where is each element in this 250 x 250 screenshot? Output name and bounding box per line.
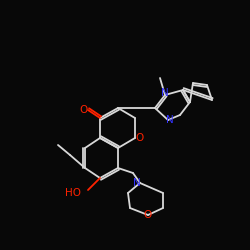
- Text: O: O: [136, 133, 144, 143]
- Text: N: N: [133, 178, 141, 188]
- Text: HO: HO: [65, 188, 81, 198]
- Text: N: N: [161, 88, 169, 98]
- Text: O: O: [80, 105, 88, 115]
- Text: O: O: [144, 210, 152, 220]
- Text: N: N: [166, 115, 174, 125]
